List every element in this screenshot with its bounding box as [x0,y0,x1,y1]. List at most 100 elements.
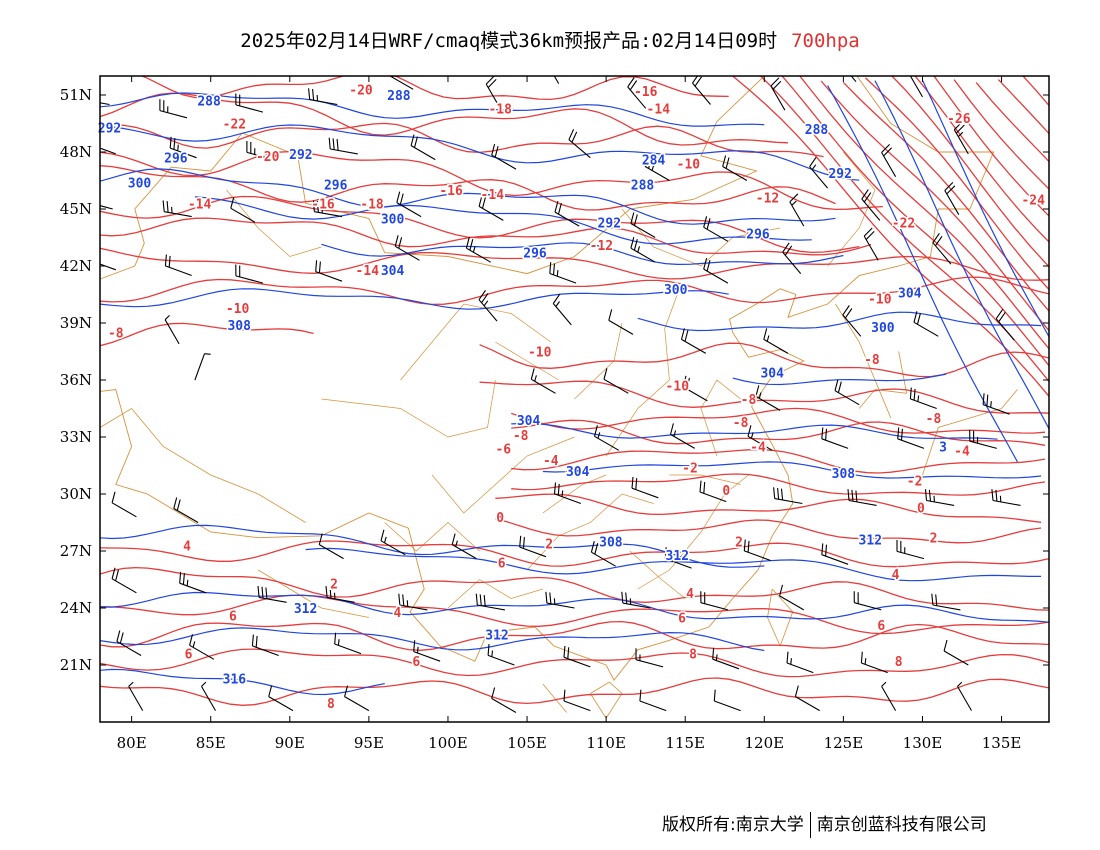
wind-barb [111,491,137,518]
theta-contour-line [100,668,385,696]
wind-barb-staff [944,190,960,215]
theta-contour-line [874,80,1049,431]
wind-barb [957,681,972,711]
theta-label: 300 [381,213,405,228]
wind-barb-feather [932,232,940,244]
wind-barb-feather [931,593,934,606]
theta-contour-line [921,80,1049,339]
isotherm-line [100,276,1049,306]
isotherm-line [865,77,1049,291]
temperature-label: -12 [756,192,779,207]
wind-barb [169,136,197,159]
wind-barb-staff [380,540,406,556]
wind-barb-staff [712,658,740,670]
province-border [827,151,876,267]
wind-barb [770,77,786,111]
wind-barb-feather [398,237,403,249]
wind-barb [773,487,803,505]
wind-barb-feather [897,427,900,439]
wind-barb-staff [319,544,344,560]
wind-barb-staff [821,438,849,449]
wind-barb-staff [451,544,477,560]
wind-barb-staff [603,378,629,394]
wind-barb-feather [176,499,181,511]
wind-barb-feather [549,262,552,274]
temperature-label: -2 [682,461,698,476]
y-tick-label: 24N [60,599,92,617]
wind-barb-staff [549,272,577,284]
wind-barb [627,77,647,109]
wind-barb-feather [834,379,839,391]
wind-barb-feather [953,121,963,131]
wind-barb-staff [344,696,370,712]
wind-barb [553,482,581,505]
wind-barb-feather [772,80,782,90]
temperature-label: -20 [349,83,373,98]
wind-barb-feather [664,547,667,559]
wind-barb-feather [750,432,754,439]
coastline [922,389,1018,476]
wind-barb-feather [487,644,490,656]
wind-barb [779,584,805,611]
wind-barb-feather [333,592,336,599]
temperature-label: -24 [1021,194,1045,209]
theta-contour-line [100,92,765,127]
wind-barb [478,195,504,221]
wind-barb-feather [881,144,890,153]
wind-barb-feather [494,145,499,158]
wind-barb-staff [681,338,707,354]
wind-barb-staff [703,226,729,242]
wind-barb-staff [159,110,188,119]
isotherm-line [781,76,1049,367]
wind-barb-feather [265,587,268,599]
wind-barb-staff [111,578,137,594]
wind-barb-feather [773,487,776,499]
wind-barb-staff [932,242,952,265]
wind-barb-feather [686,377,691,390]
theta-contour-line [827,85,1018,463]
wind-barb-feather [472,246,476,253]
wind-barb-staff [703,268,729,284]
wind-barb-staff [268,696,294,712]
theta-contour-line [100,591,1049,623]
temperature-label: 8 [327,697,335,712]
isotherm-line [100,217,872,256]
isotherm-line [100,122,824,158]
temperature-label: -8 [926,412,942,427]
province-border [669,474,741,485]
isotherm-line [975,82,1049,163]
wind-barb-staff [568,139,591,159]
wind-barb-feather [863,192,872,203]
wind-barb-feather [943,639,948,652]
theta-label: 308 [227,319,251,334]
temperature-label: -10 [528,346,552,361]
wind-barb-staff [782,251,802,274]
wind-barb [563,645,591,668]
province-border [226,189,322,257]
theta-label: 312 [859,534,882,549]
wind-barb-feather [169,136,172,149]
wind-barb [230,197,256,223]
wind-barb [630,237,656,263]
wind-barb-feather [554,200,559,213]
isotherm-line [100,566,1049,611]
wind-barb [991,489,1021,506]
wind-barb-feather [329,586,332,599]
isotherm-line [100,648,1049,678]
wind-barb-staff [252,645,279,657]
theta-label: 288 [805,123,829,138]
wind-barb-feather [782,242,790,253]
wind-barb-staff [774,498,803,505]
chart-title: 2025年02月14日WRF/cmaq模式36km预报产品:02月14日09时 7… [0,26,1100,53]
wind-barb-feather [847,489,850,501]
theta-label: 300 [664,283,688,298]
wind-barb [842,305,862,337]
temperature-label: -20 [256,150,280,165]
wind-barb-feather [552,293,561,304]
wind-barb [246,141,275,161]
wind-barb [593,425,620,451]
y-tick-label: 51N [60,86,92,104]
province-border [495,341,559,381]
wind-barb-feather [318,533,323,545]
wind-barb [861,189,881,221]
